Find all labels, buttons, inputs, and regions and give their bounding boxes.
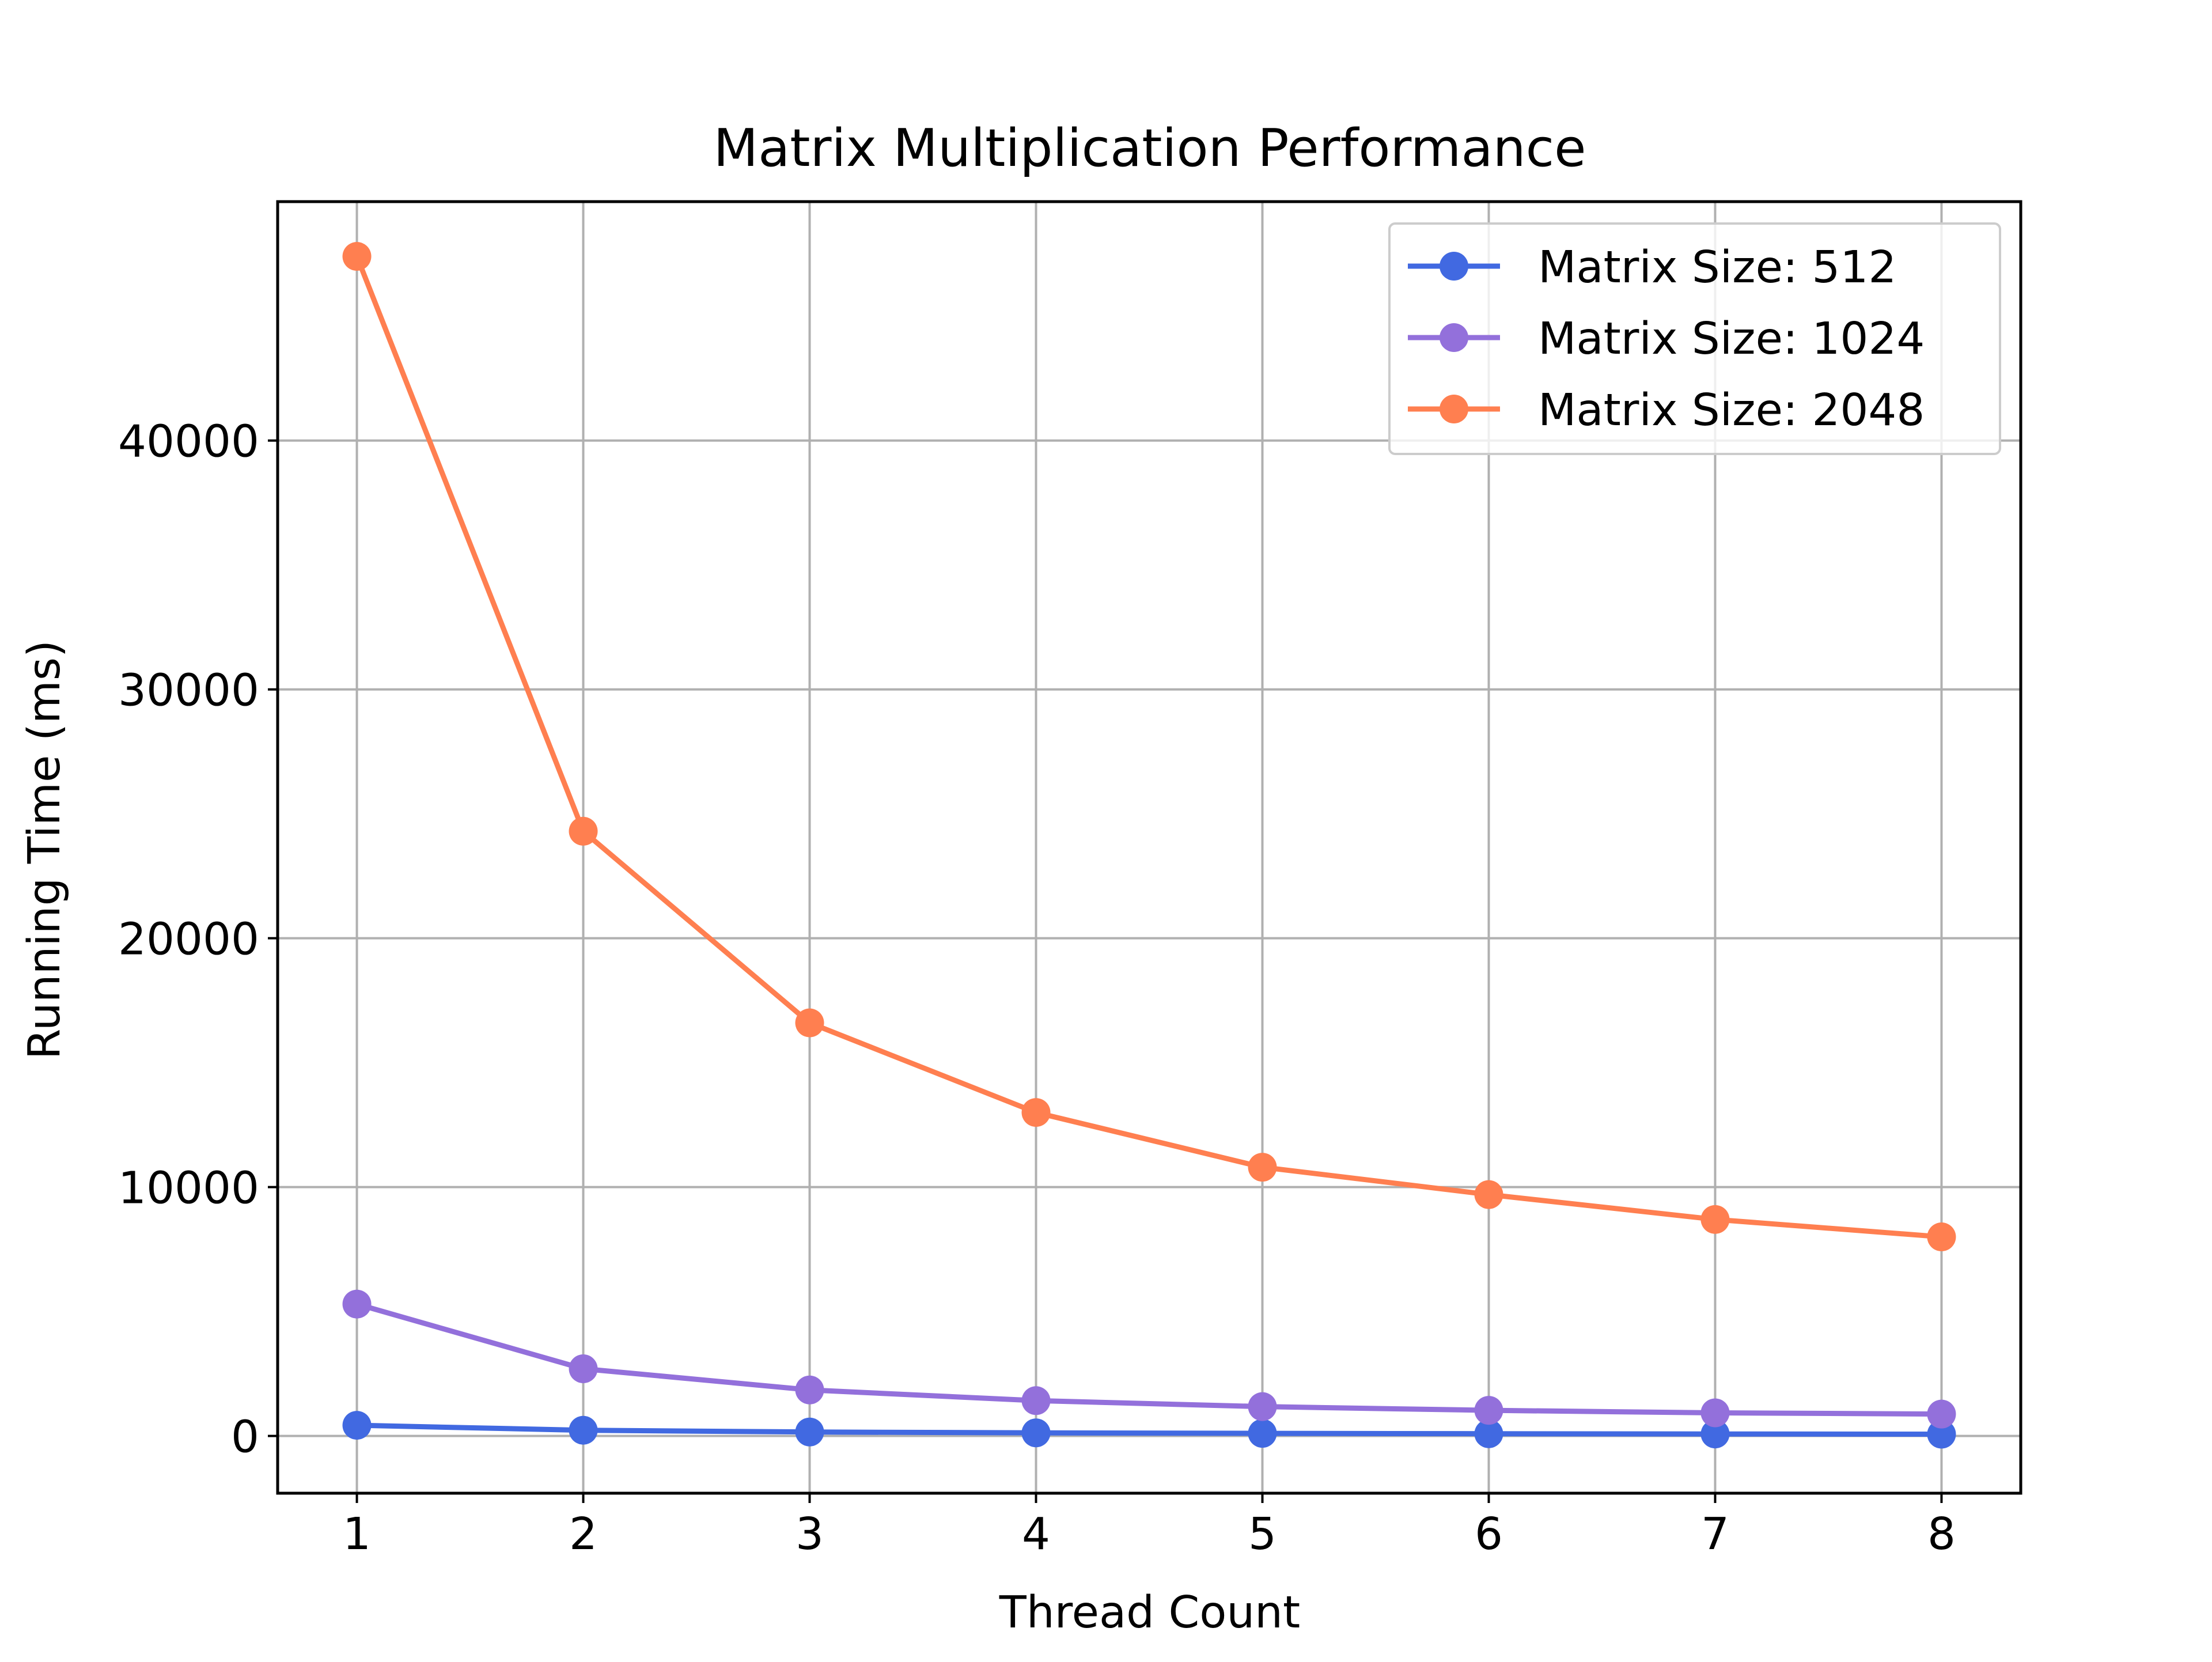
x-tick-label: 4 xyxy=(1022,1509,1050,1560)
data-point xyxy=(1248,1392,1277,1421)
x-tick-label: 7 xyxy=(1701,1509,1729,1560)
data-point xyxy=(569,1354,598,1384)
data-point xyxy=(1248,1153,1277,1182)
series-line xyxy=(354,1422,1944,1437)
data-point xyxy=(795,1417,824,1447)
y-tick-label: 30000 xyxy=(118,665,259,717)
data-point xyxy=(569,816,598,846)
axis-ticks: 1 2 3 4 5 6 7 8 0 10000 20000 30000 40000 xyxy=(118,417,1956,1560)
x-tick-label: 6 xyxy=(1475,1509,1503,1560)
chart-title: Matrix Multiplication Performance xyxy=(713,118,1586,179)
series-2 xyxy=(342,1289,1956,1429)
legend-item: Matrix Size: 512 xyxy=(1408,242,1896,293)
y-tick-label: 20000 xyxy=(118,914,259,966)
x-tick-label: 8 xyxy=(1927,1509,1956,1560)
legend-marker xyxy=(1440,323,1468,352)
legend-item: Matrix Size: 1024 xyxy=(1408,313,1925,365)
data-point xyxy=(1927,1222,1956,1252)
legend-label: Matrix Size: 1024 xyxy=(1538,313,1925,365)
series-layer xyxy=(342,242,1956,1449)
data-point xyxy=(1700,1419,1730,1449)
data-point xyxy=(1021,1386,1051,1415)
data-point xyxy=(1021,1098,1051,1127)
data-point xyxy=(795,1375,824,1404)
legend-marker xyxy=(1440,252,1468,281)
data-point xyxy=(1474,1419,1503,1448)
data-point xyxy=(1248,1419,1277,1448)
data-point xyxy=(342,242,372,271)
y-axis-label: Running Time (ms) xyxy=(19,640,70,1059)
data-point xyxy=(1927,1419,1956,1449)
series-3 xyxy=(342,242,1956,1252)
data-point xyxy=(342,1411,372,1440)
x-tick-label: 5 xyxy=(1248,1509,1277,1560)
x-tick-label: 1 xyxy=(343,1509,371,1560)
data-point xyxy=(1021,1418,1051,1448)
x-tick-label: 3 xyxy=(796,1509,824,1560)
y-tick-label: 0 xyxy=(231,1412,259,1463)
data-point xyxy=(1700,1398,1730,1428)
plot-area-frame xyxy=(276,200,2022,1495)
y-tick-label: 10000 xyxy=(118,1163,259,1214)
series-line xyxy=(354,1301,1944,1417)
data-point xyxy=(795,1008,824,1038)
y-tick-label: 40000 xyxy=(118,417,259,468)
x-tick-label: 2 xyxy=(569,1509,597,1560)
legend: Matrix Size: 512 Matrix Size: 1024 Matrix … xyxy=(1388,222,2001,455)
series-1 xyxy=(342,1411,1956,1449)
data-point xyxy=(569,1415,598,1445)
legend-label: Matrix Size: 2048 xyxy=(1538,385,1925,436)
x-axis-label: Thread Count xyxy=(999,1587,1300,1638)
legend-item: Matrix Size: 2048 xyxy=(1408,385,1925,436)
data-point xyxy=(1474,1180,1503,1209)
data-point xyxy=(342,1289,372,1319)
series-line xyxy=(354,253,1944,1240)
legend-box xyxy=(1388,222,2001,455)
data-point xyxy=(1474,1396,1503,1425)
data-point xyxy=(1927,1399,1956,1429)
data-point xyxy=(1700,1205,1730,1234)
legend-label: Matrix Size: 512 xyxy=(1538,242,1896,293)
legend-marker xyxy=(1440,395,1468,423)
